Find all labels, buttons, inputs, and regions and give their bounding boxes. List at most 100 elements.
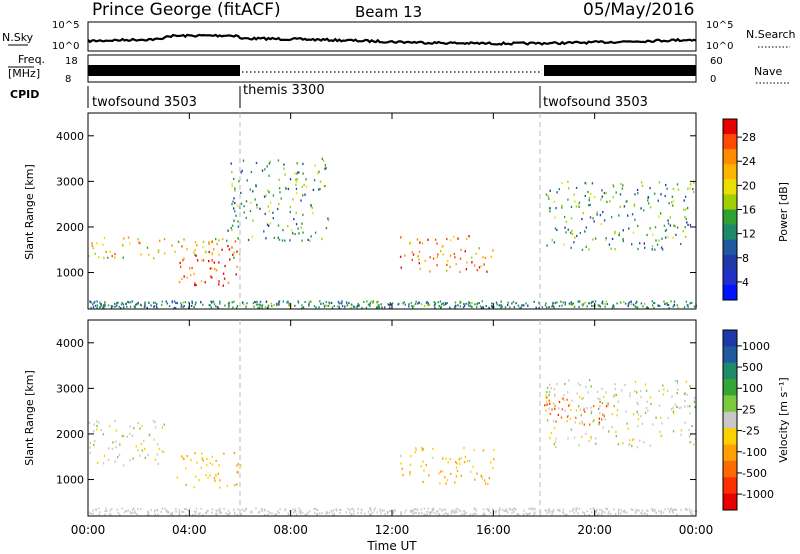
heatmap-cell	[545, 302, 547, 305]
heatmap-cell	[321, 512, 323, 515]
heatmap-cell	[626, 511, 628, 514]
heatmap-cell	[284, 239, 286, 242]
heatmap-cell	[321, 237, 323, 241]
heatmap-cell	[236, 250, 238, 253]
heatmap-cell	[665, 183, 667, 187]
heatmap-cell	[684, 235, 687, 238]
heatmap-cell	[628, 443, 630, 446]
heatmap-cell	[237, 220, 239, 223]
heatmap-cell	[565, 220, 568, 223]
heatmap-cell	[94, 252, 96, 255]
heatmap-cell	[617, 511, 620, 514]
heatmap-cell	[599, 400, 601, 403]
heatmap-cell	[676, 392, 678, 395]
heatmap-cell	[590, 302, 592, 305]
heatmap-cell	[189, 267, 191, 270]
heatmap-cell	[624, 511, 626, 513]
heatmap-cell	[270, 201, 272, 204]
heatmap-cell	[268, 191, 270, 194]
velocity-colorbar-tick-label: -500	[742, 467, 767, 480]
velocity-colorbar-swatch	[723, 411, 737, 429]
heatmap-cell	[223, 452, 225, 455]
heatmap-cell	[439, 300, 442, 303]
heatmap-cell	[372, 300, 374, 303]
heatmap-cell	[466, 261, 468, 264]
heatmap-cell	[646, 513, 648, 516]
heatmap-cell	[93, 423, 95, 426]
heatmap-cell	[425, 302, 428, 305]
heatmap-cell	[421, 446, 423, 449]
heatmap-cell	[175, 302, 177, 305]
heatmap-cell	[308, 304, 310, 307]
heatmap-cell	[237, 462, 240, 466]
heatmap-cell	[277, 224, 280, 227]
velocity-colorbar-tick-label: 1000	[742, 340, 770, 353]
heatmap-cell	[304, 193, 306, 196]
heatmap-cell	[581, 397, 583, 400]
heatmap-cell	[243, 303, 245, 306]
heatmap-cell	[233, 451, 236, 455]
heatmap-cell	[273, 304, 275, 306]
heatmap-cell	[96, 420, 98, 423]
heatmap-cell	[211, 463, 214, 466]
heatmap-cell	[611, 306, 614, 309]
heatmap-cell	[450, 510, 452, 513]
nsky-frame	[87, 21, 697, 52]
heatmap-cell	[568, 404, 570, 407]
heatmap-cell	[117, 456, 119, 459]
heatmap-cell	[463, 303, 465, 305]
heatmap-cell	[646, 306, 648, 309]
heatmap-cell	[668, 202, 670, 205]
heatmap-cell	[689, 405, 691, 408]
heatmap-cell	[241, 508, 244, 511]
heatmap-cell	[190, 304, 193, 307]
heatmap-cell	[680, 429, 682, 432]
heatmap-cell	[287, 300, 289, 303]
heatmap-cell	[232, 306, 234, 309]
heatmap-cell	[479, 305, 482, 308]
heatmap-cell	[643, 441, 645, 444]
heatmap-cell	[620, 389, 623, 392]
heatmap-cell	[227, 245, 229, 248]
heatmap-cell	[418, 258, 420, 261]
heatmap-cell	[689, 412, 691, 415]
heatmap-cell	[545, 193, 548, 196]
velocity-colorbar-label: Velocity [m s⁻¹]	[777, 377, 790, 462]
heatmap-cell	[411, 258, 413, 261]
heatmap-cell	[294, 510, 297, 513]
heatmap-cell	[157, 249, 160, 252]
heatmap-cell	[353, 512, 355, 515]
heatmap-cell	[552, 305, 554, 307]
nsky-tick-bottom: 10^0	[52, 41, 79, 52]
heatmap-cell	[658, 239, 660, 242]
heatmap-cell	[527, 304, 529, 307]
heatmap-cell	[455, 304, 457, 307]
heatmap-cell	[501, 305, 503, 308]
heatmap-cell	[682, 230, 684, 233]
heatmap-cell	[335, 508, 337, 511]
heatmap-cell	[579, 384, 581, 387]
heatmap-cell	[588, 440, 590, 443]
velocity-colorbar-tick-label: -1000	[742, 488, 774, 501]
heatmap-cell	[693, 181, 695, 184]
heatmap-cell	[192, 514, 194, 516]
heatmap-cell	[581, 435, 583, 438]
heatmap-cell	[114, 256, 116, 259]
heatmap-cell	[437, 510, 439, 513]
heatmap-cell	[215, 238, 217, 241]
heatmap-cell	[233, 256, 235, 259]
heatmap-cell	[357, 511, 359, 514]
heatmap-cell	[152, 301, 155, 304]
heatmap-cell	[206, 510, 208, 513]
heatmap-cell	[676, 405, 678, 408]
heatmap-cell	[193, 306, 195, 309]
heatmap-cell	[495, 510, 497, 513]
power-colorbar-swatch	[723, 119, 737, 135]
heatmap-cell	[206, 464, 208, 467]
heatmap-cell	[95, 508, 97, 511]
heatmap-cell	[188, 301, 190, 304]
heatmap-cell	[389, 306, 391, 309]
heatmap-cell	[130, 512, 132, 515]
heatmap-cell	[538, 306, 540, 309]
